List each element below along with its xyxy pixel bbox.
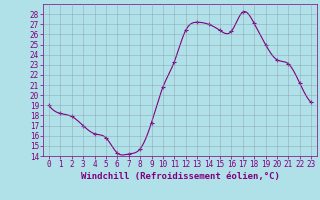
X-axis label: Windchill (Refroidissement éolien,°C): Windchill (Refroidissement éolien,°C) — [81, 172, 279, 181]
